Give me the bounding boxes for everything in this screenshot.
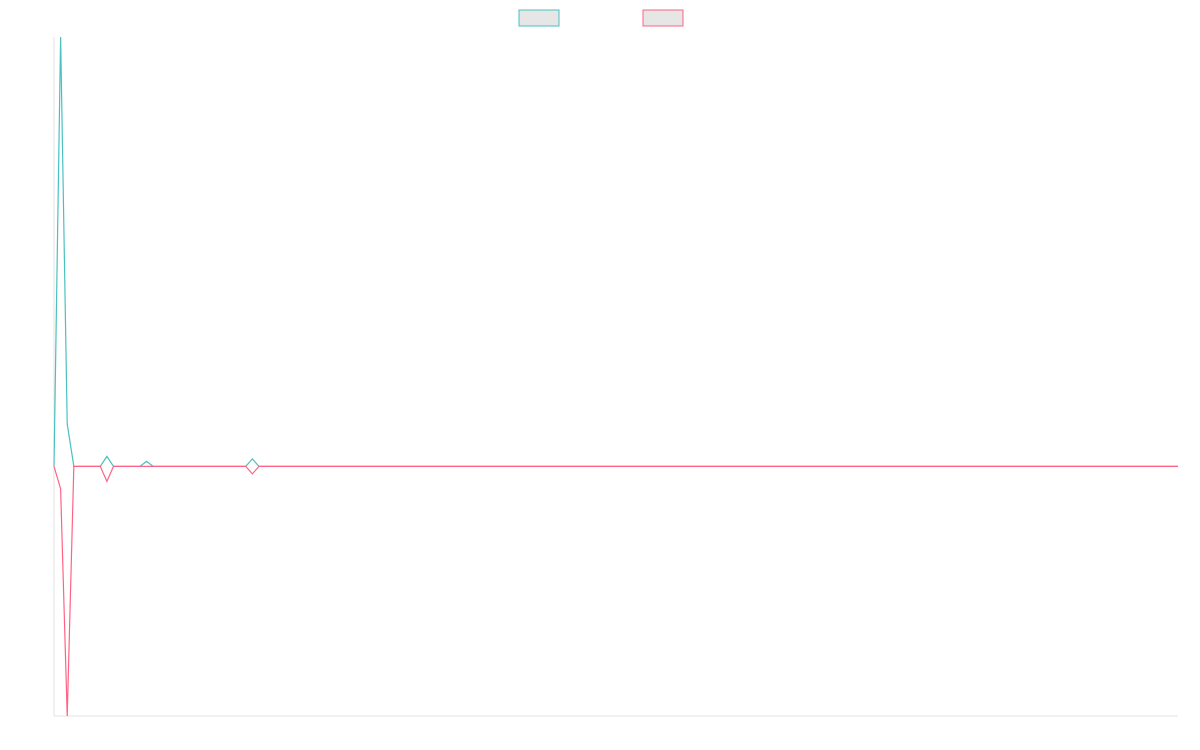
series-group	[53, 36, 1178, 717]
axes	[53, 37, 1178, 717]
series-line-2	[53, 465, 1178, 717]
legend-swatch-2[interactable]	[642, 9, 684, 27]
legend	[518, 9, 684, 27]
series-line-1	[53, 36, 1178, 467]
legend-swatch-1[interactable]	[518, 9, 560, 27]
